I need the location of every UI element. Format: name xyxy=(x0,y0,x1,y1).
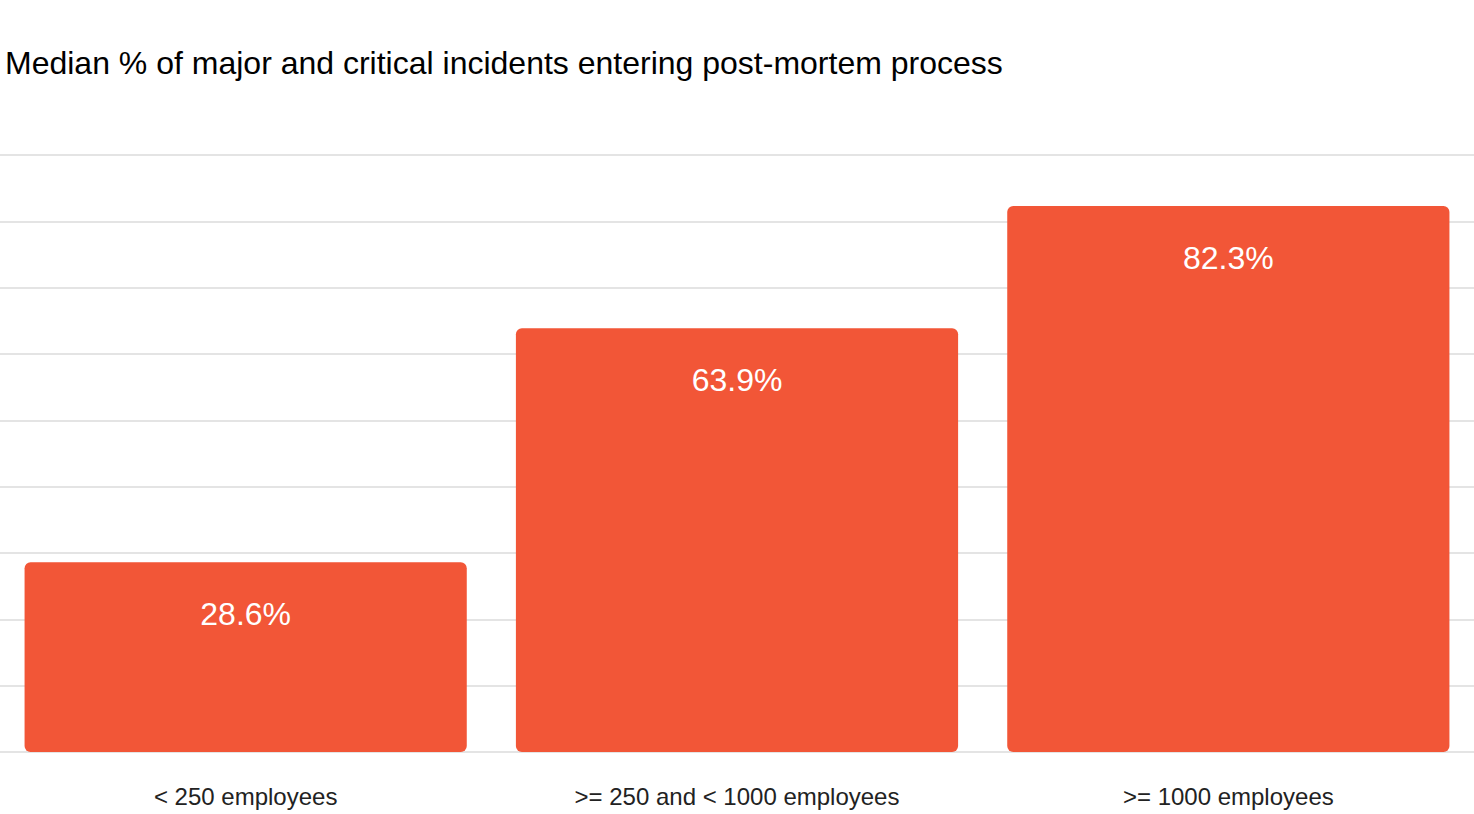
svg-text:>= 250 and < 1000 employees: >= 250 and < 1000 employees xyxy=(575,783,900,810)
svg-text:Median % of major and critical: Median % of major and critical incidents… xyxy=(5,45,1003,81)
svg-text:< 250 employees: < 250 employees xyxy=(154,783,337,810)
svg-text:63.9%: 63.9% xyxy=(692,362,783,398)
svg-text:28.6%: 28.6% xyxy=(200,596,291,632)
svg-text:82.3%: 82.3% xyxy=(1183,240,1274,276)
svg-text:>= 1000 employees: >= 1000 employees xyxy=(1123,783,1334,810)
